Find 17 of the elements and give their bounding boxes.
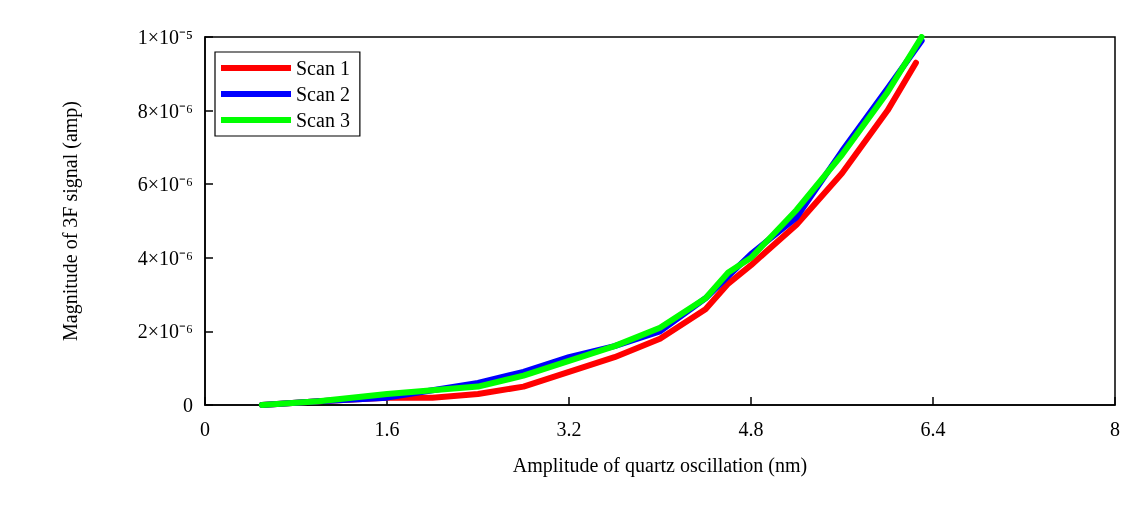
y-tick-label: 4×10⁻⁶: [137, 246, 194, 269]
y-tick-label: 8×10⁻⁶: [137, 99, 194, 122]
x-tick-label: 0: [200, 418, 210, 440]
y-tick-label: 1×10⁻⁵: [137, 26, 193, 48]
y-tick-label: 6×10⁻⁶: [137, 173, 194, 196]
y-tick-label: 2×10⁻⁶: [137, 320, 194, 343]
legend-label: Scan 1: [296, 57, 350, 79]
y-axis-title: Magnitude of 3F signal (amp): [59, 101, 82, 341]
x-tick-label: 4.8: [738, 418, 764, 440]
x-tick-label: 3.2: [556, 418, 582, 440]
legend-label: Scan 3: [296, 109, 350, 131]
x-tick-label: 6.4: [920, 418, 946, 440]
x-axis-title: Amplitude of quartz oscillation (nm): [512, 454, 808, 477]
y-tick-label: 0: [183, 394, 193, 416]
x-tick-label: 1.6: [374, 418, 400, 440]
x-tick-label: 8: [1110, 418, 1120, 440]
legend-label: Scan 2: [296, 83, 350, 105]
